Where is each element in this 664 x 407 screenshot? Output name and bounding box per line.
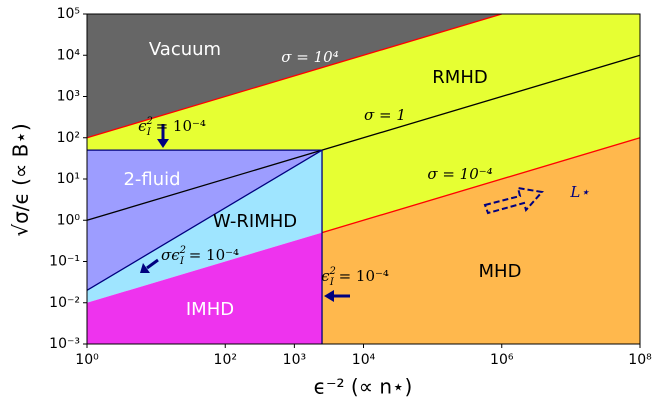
- region-label: 2-fluid: [123, 169, 180, 190]
- dashed-arrow: [483, 186, 544, 215]
- region-label: Vacuum: [149, 39, 221, 60]
- region: [87, 14, 640, 233]
- region-label: RMHD: [432, 67, 487, 88]
- annotation-text: L⋆: [569, 183, 589, 201]
- region-label: MHD: [479, 261, 522, 282]
- annotation-text: σ = 10⁴: [281, 48, 338, 66]
- x-tick-label: 10³: [283, 352, 306, 368]
- annotation: L⋆: [569, 183, 589, 201]
- y-tick-label: 10⁻²: [49, 295, 80, 311]
- annotation-rest: = 10⁻⁴: [184, 246, 239, 264]
- region: [322, 137, 640, 344]
- y-tick-label: 10⁻³: [49, 336, 80, 352]
- x-tick-label: 10⁶: [490, 352, 514, 368]
- arrow: [146, 258, 159, 270]
- annotation-rest: = 10⁻⁴: [151, 117, 206, 135]
- annotation-sub: I: [329, 277, 335, 288]
- y-tick-label: 10⁴: [57, 47, 81, 63]
- arrow-head: [157, 139, 169, 148]
- x-tick-label: 10²: [214, 352, 237, 368]
- annotation-sub: I: [146, 127, 152, 138]
- annotation: ϵ2 I = 10⁻⁴: [321, 266, 389, 288]
- annotation: σ = 1: [364, 106, 406, 124]
- region: [87, 232, 323, 344]
- region-label: IMHD: [186, 299, 234, 320]
- region-label: W-RIMHD: [213, 211, 297, 232]
- annotation: σ = 10⁻⁴: [427, 165, 492, 183]
- y-tick-label: 10²: [57, 130, 80, 146]
- annotation-text: σ = 1: [364, 106, 406, 124]
- annotation-sup: 2: [179, 245, 186, 256]
- annotation-sub: I: [179, 256, 185, 267]
- arrows: [140, 124, 544, 302]
- annotation: ϵ2 I = 10⁻⁴: [138, 116, 206, 138]
- arrow-head: [324, 290, 334, 302]
- y-tick-label: 10⁵: [57, 6, 80, 22]
- region: [87, 150, 323, 303]
- y-tick-label: 10⁻¹: [49, 254, 80, 270]
- y-tick-label: 10¹: [57, 171, 80, 187]
- annotation-text: ϵ: [138, 117, 147, 135]
- annotation: σϵ2 I = 10⁻⁴: [161, 245, 239, 267]
- boundary-line: [86, 13, 502, 139]
- annotation-sup: 2: [328, 266, 335, 277]
- annotation-sup: 2: [145, 116, 152, 127]
- x-tick-label: 10⁴: [352, 352, 376, 368]
- annotation-text: σϵ: [161, 246, 180, 264]
- annotation: σ = 10⁴: [281, 48, 338, 66]
- annotation-text: σ = 10⁻⁴: [427, 165, 492, 183]
- annotation-text: ϵ: [321, 267, 330, 285]
- y-axis-label: √σ/ϵ (∝ B⋆): [9, 123, 33, 236]
- lines: [86, 13, 641, 344]
- y-tick-label: 10³: [57, 89, 80, 105]
- annotations: Vacuum RMHD 2-fluid W-RIMHD IMHD MHD σ = 10⁴ σ …: [123, 39, 589, 320]
- ticks: 10⁰ 10² 10³ 10⁴ 10⁶ 10⁸ 10⁻³ 10⁻² 10⁻¹ 10⁰ 10¹ 10² 1…: [49, 6, 652, 368]
- annotation-rest: = 10⁻⁴: [334, 267, 389, 285]
- x-axis-label: ϵ⁻² (∝ n⋆): [314, 375, 413, 399]
- x-tick-label: 10⁸: [628, 352, 652, 368]
- arrow-head: [140, 263, 150, 273]
- boundary-line: [86, 149, 323, 291]
- y-tick-label: 10⁰: [57, 212, 81, 228]
- boundary-line: [86, 54, 641, 221]
- boundary-line: [321, 137, 641, 234]
- x-tick-label: 10⁰: [75, 352, 99, 368]
